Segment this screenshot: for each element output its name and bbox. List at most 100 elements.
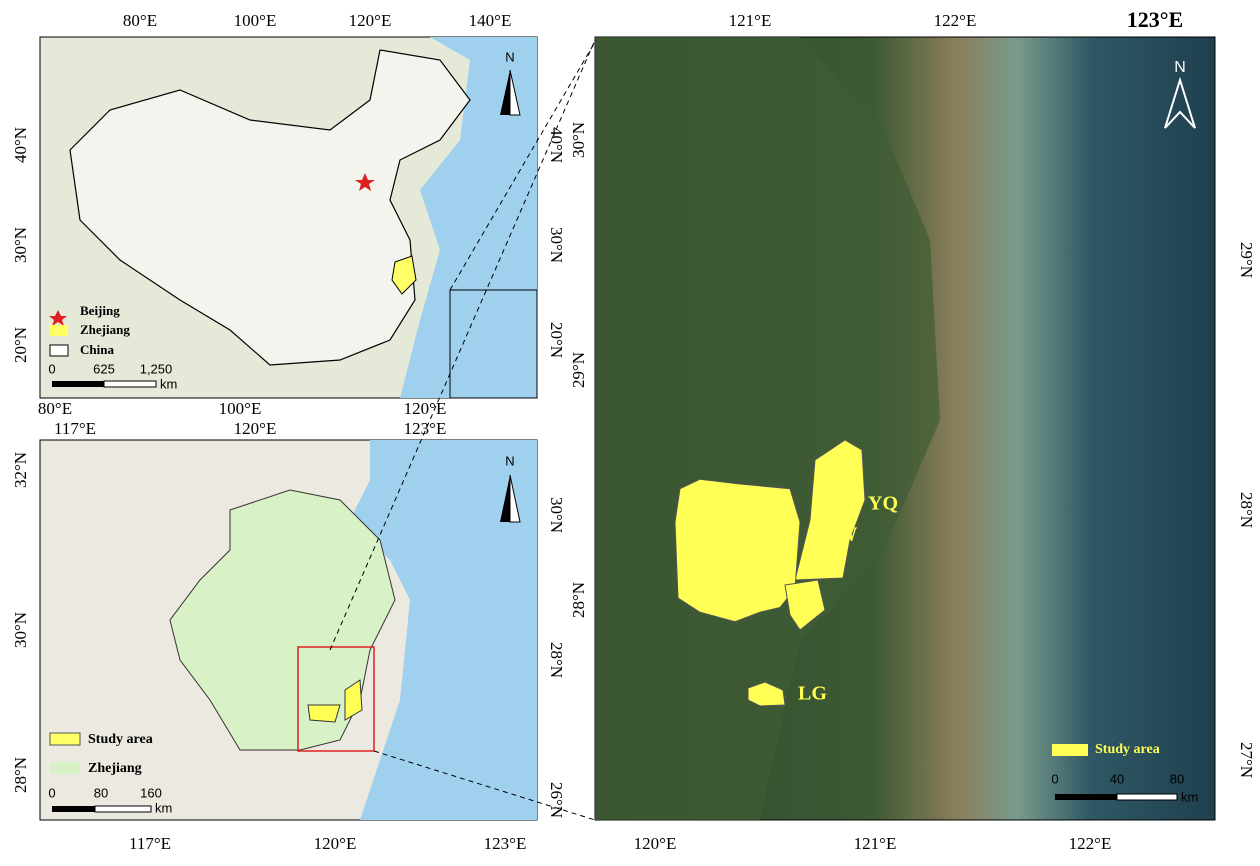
scale-label: 1,250: [140, 361, 173, 376]
coordinate-label: 120°E: [234, 419, 277, 438]
zhejiang-shape: [391, 255, 417, 295]
legend-swatch: [50, 325, 68, 336]
coordinate-label: 100°E: [219, 399, 262, 418]
scale-unit: km: [1181, 789, 1198, 804]
coordinate-label: 121°E: [729, 11, 772, 30]
area-label: LG: [798, 683, 827, 705]
extent-box: [297, 646, 375, 752]
study-area-shape: [674, 478, 801, 623]
zhejiang-map: N Study area Zhejiang 0 80 160 km: [39, 439, 538, 821]
scale-bar: [1116, 793, 1178, 801]
coordinate-label: 26°N: [547, 782, 566, 818]
coordinate-label: 30°N: [11, 227, 30, 263]
legend-star: [49, 310, 67, 326]
scale-bar: [94, 805, 152, 813]
north-arrow: [1164, 76, 1196, 129]
scale-label: 40: [1110, 771, 1124, 786]
legend-swatch: [49, 344, 69, 357]
area-label: RA: [712, 485, 741, 507]
scale-bar: [103, 380, 157, 388]
scale-label: 0: [48, 785, 55, 800]
north-arrow: [500, 70, 510, 115]
north-label: N: [1174, 59, 1186, 76]
coordinate-label: 122°E: [934, 11, 977, 30]
coordinate-label: 117°E: [54, 419, 96, 438]
coordinate-label: 40°N: [11, 127, 30, 163]
north-label: N: [505, 453, 514, 468]
coordinate-label: 20°N: [547, 322, 566, 358]
coordinate-label: 28°N: [569, 582, 588, 618]
coordinate-label: 28°N: [11, 757, 30, 793]
land: [595, 37, 940, 820]
scale-label: 80: [94, 785, 108, 800]
coordinate-label: 120°E: [404, 399, 447, 418]
area-label: YQ: [868, 493, 898, 515]
coordinate-label: 29°N: [569, 352, 588, 388]
china-outline: [69, 49, 471, 366]
legend-label: Beijing: [80, 303, 120, 318]
coordinate-label: 30°N: [547, 227, 566, 263]
coordinate-label: 80°E: [38, 399, 72, 418]
coordinate-label: 27°N: [1237, 742, 1256, 778]
coordinate-label: 120°E: [634, 834, 677, 853]
north-arrow: [500, 475, 510, 522]
coordinate-label: 120°E: [314, 834, 357, 853]
north-arrow: [509, 474, 521, 523]
coordinate-label: 30°N: [569, 122, 588, 158]
legend-swatch: [50, 762, 80, 774]
legend-swatch: [1052, 744, 1088, 756]
coordinate-label: 121°E: [854, 834, 897, 853]
legend-label: China: [80, 342, 114, 357]
north-label: N: [505, 49, 514, 64]
coordinate-label: 28°N: [1237, 492, 1256, 528]
coordinate-label: 117°E: [129, 834, 171, 853]
scale-label: 0: [1051, 771, 1058, 786]
study-map: YQ RA LW LG N Study area 0 40 80 km: [594, 36, 1216, 821]
scale-bar: [1055, 794, 1117, 800]
coordinate-label: 29°N: [1237, 242, 1256, 278]
area-label: LW: [826, 524, 858, 546]
coordinate-label: 40°N: [547, 127, 566, 163]
scale-label: 160: [140, 785, 162, 800]
coordinate-label: 100°E: [234, 11, 277, 30]
inset-map: [449, 289, 538, 399]
coordinate-label: 30°N: [547, 497, 566, 533]
coordinate-label: 80°E: [123, 11, 157, 30]
legend-label: Zhejiang: [88, 761, 142, 776]
scale-unit: km: [160, 376, 177, 391]
ocean: [350, 440, 537, 820]
study-area-shape: [784, 579, 826, 631]
coordinate-label: 28°N: [547, 642, 566, 678]
coordinate-label: 32°N: [11, 452, 30, 488]
coordinate-label: 122°E: [1069, 834, 1112, 853]
connector: [449, 41, 596, 291]
study-area-shape: [307, 679, 363, 723]
scale-bar: [52, 806, 95, 812]
connector: [373, 750, 596, 821]
zhejiang-shape: [169, 489, 396, 751]
coordinate-label: 123°E: [1127, 7, 1183, 32]
coordinate-label: 120°E: [349, 11, 392, 30]
connector: [329, 39, 596, 651]
china-map: N Beijing Zhejiang China 0 625 1,250 km: [39, 36, 538, 399]
coordinate-label: 30°N: [11, 612, 30, 648]
coordinate-labels: 80°E 100°E 120°E 140°E80°E 100°E 120°E40°N30°…: [11, 7, 1256, 853]
study-area-shape: [747, 681, 786, 707]
legend-label: Study area: [1095, 742, 1160, 757]
coordinate-label: 140°E: [469, 11, 512, 30]
scale-label: 80: [1170, 771, 1184, 786]
coordinate-label: 123°E: [484, 834, 527, 853]
study-area-shape: [794, 439, 866, 581]
north-arrow: [509, 69, 521, 116]
scale-unit: km: [155, 800, 172, 815]
legend-swatch: [49, 732, 81, 746]
scale-label: 625: [93, 361, 115, 376]
legend-label: Study area: [88, 732, 153, 747]
beijing-star: [355, 173, 375, 191]
coordinate-label: 123°E: [404, 419, 447, 438]
legend-label: Zhejiang: [80, 322, 130, 337]
scale-bar: [52, 381, 104, 387]
scale-label: 0: [48, 361, 55, 376]
coordinate-label: 20°N: [11, 327, 30, 363]
